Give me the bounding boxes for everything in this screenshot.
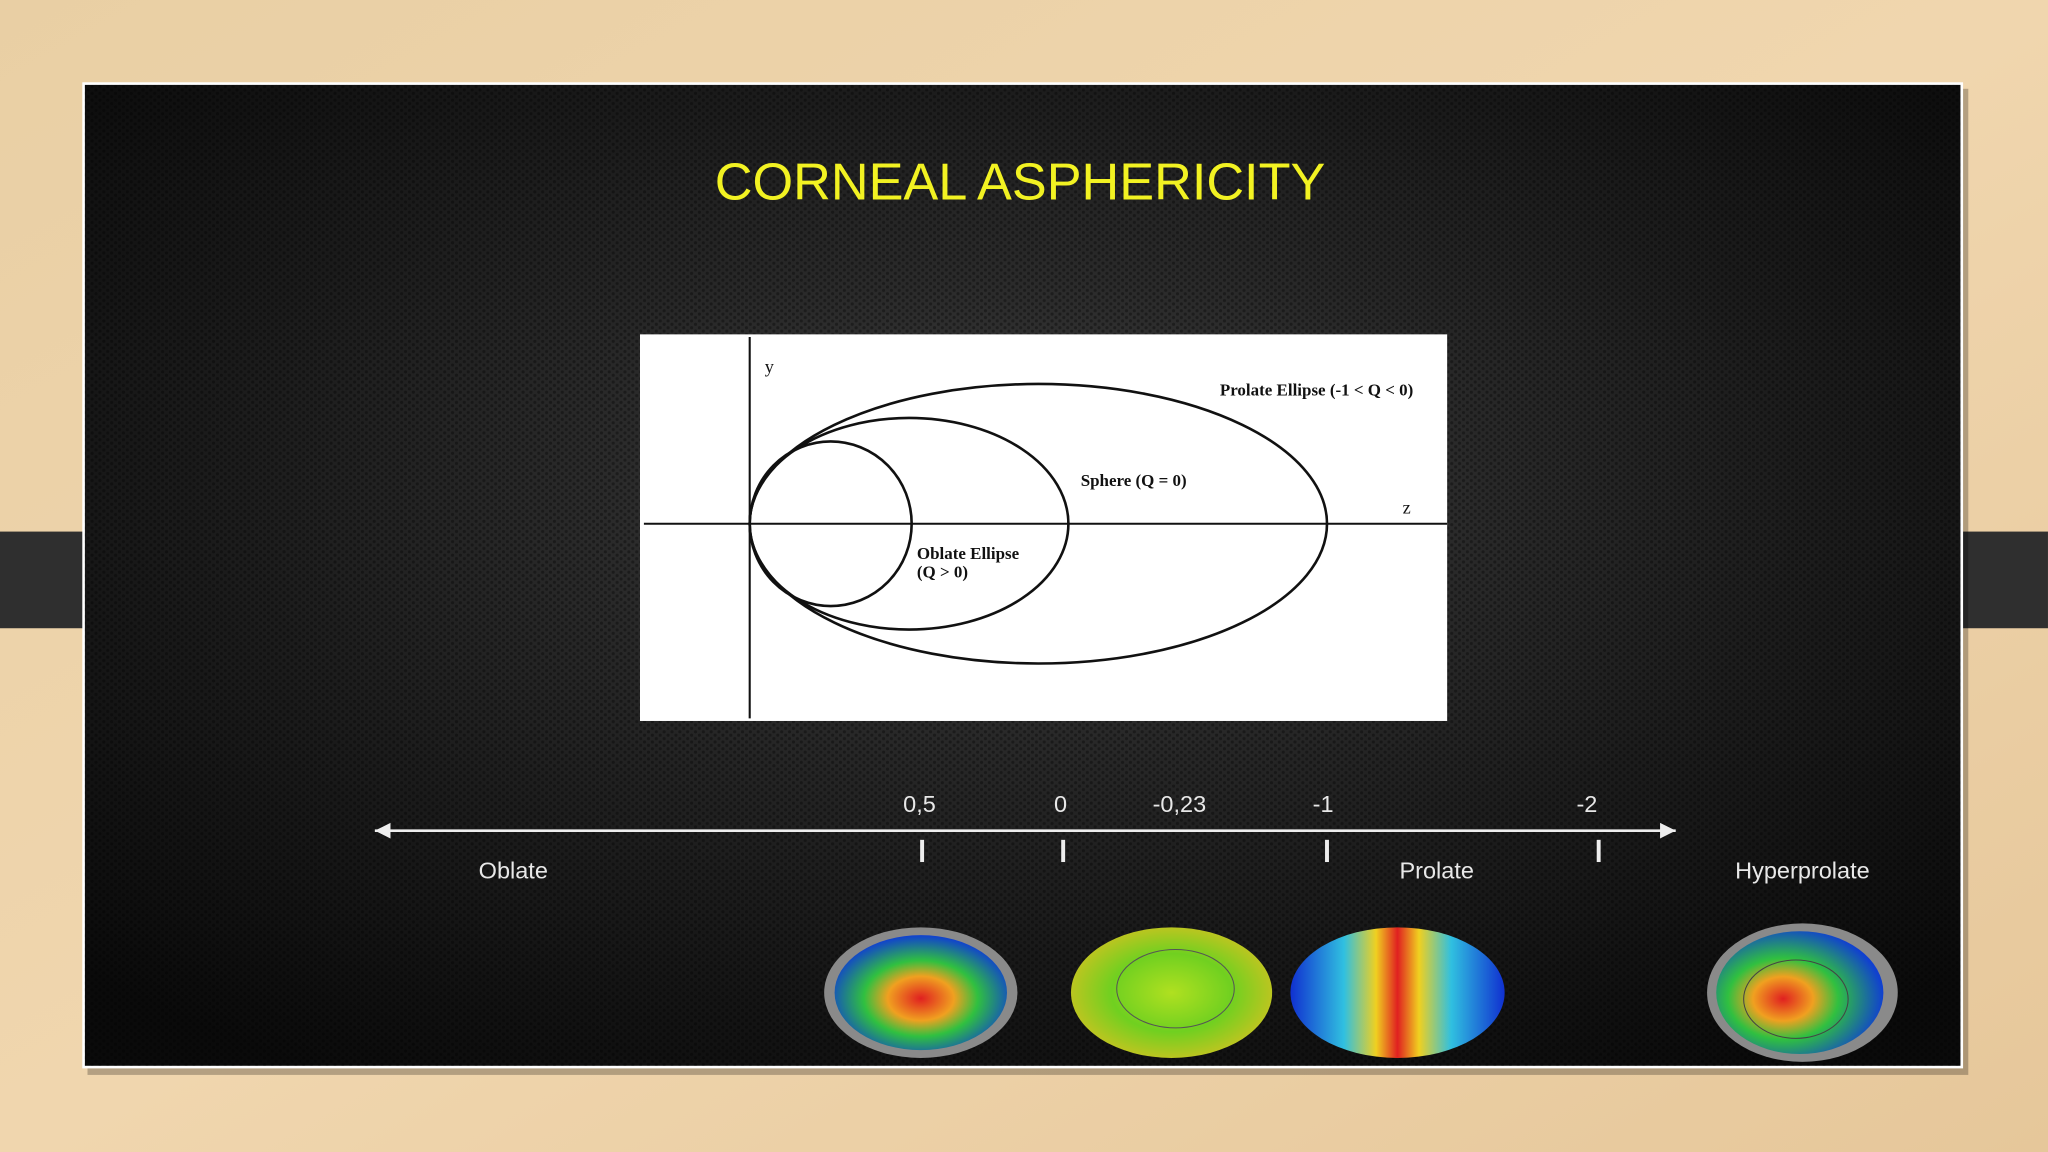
z-axis-label: z	[1403, 498, 1411, 518]
map-ring	[1743, 959, 1849, 1039]
diagram-box	[639, 334, 1448, 721]
tick-label: 0,5	[903, 791, 936, 817]
prolate-label: Prolate Ellipse (-1 < Q < 0)	[1220, 381, 1413, 400]
corneal-map	[1071, 927, 1273, 1058]
scene: CORNEAL ASPHERICITY y z Prolate Ellipse …	[0, 82, 2048, 1075]
title: CORNEAL ASPHERICITY	[715, 153, 1326, 211]
tick-label: 0	[1054, 791, 1067, 817]
region-label: Hyperprolate	[1735, 858, 1870, 884]
diagram: y z Prolate Ellipse (-1 < Q < 0) Sphere …	[639, 334, 1448, 721]
oblate-label: (Q > 0)	[917, 562, 968, 581]
topography-maps	[824, 923, 1898, 1062]
corneal-map	[1290, 927, 1505, 1058]
prolate-curve	[748, 382, 1329, 665]
corneal-map	[834, 935, 1008, 1051]
region-label: Oblate	[479, 858, 548, 884]
q-scale: 0,5 0 -0,23 -1 -2 Oblate Prolate Hyperpr…	[374, 791, 1870, 884]
corneal-map	[1716, 931, 1884, 1055]
tick-label: -0,23	[1153, 791, 1207, 817]
sphere-label: Sphere (Q = 0)	[1081, 471, 1187, 490]
region-label: Prolate	[1399, 858, 1473, 884]
tick-label: -1	[1313, 791, 1334, 817]
oblate-label: Oblate Ellipse	[917, 544, 1020, 563]
y-axis-label: y	[765, 357, 775, 377]
tick-label: -2	[1576, 791, 1597, 817]
map-ring	[1116, 949, 1235, 1029]
